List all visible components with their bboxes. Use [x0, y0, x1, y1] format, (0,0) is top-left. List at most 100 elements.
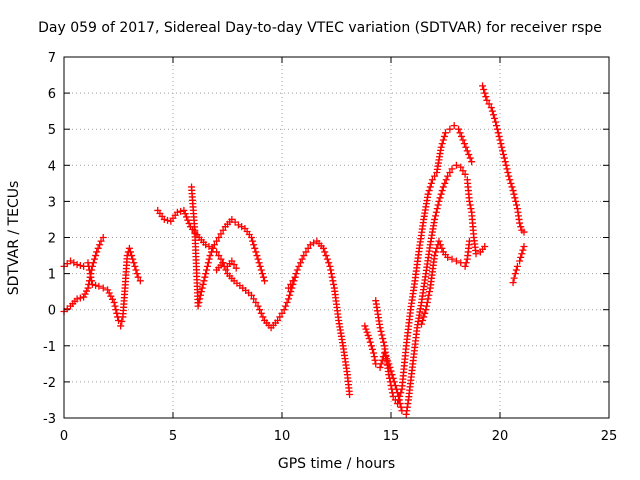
- y-tick-label: -1: [43, 340, 56, 355]
- data-point: [283, 298, 291, 306]
- data-point: [205, 255, 213, 263]
- data-point: [385, 371, 393, 379]
- data-point: [196, 295, 204, 303]
- data-point: [481, 89, 489, 97]
- y-tick-label: 5: [48, 123, 56, 138]
- data-point: [160, 215, 168, 223]
- data-point: [113, 309, 121, 317]
- data-point: [228, 257, 236, 265]
- data-point: [88, 262, 96, 270]
- data-point: [84, 284, 92, 292]
- data-point: [204, 259, 212, 267]
- data-point: [462, 143, 470, 151]
- data-point: [215, 252, 223, 260]
- data-point: [95, 282, 103, 290]
- data-point: [232, 264, 240, 272]
- data-point: [499, 147, 507, 155]
- data-point: [219, 259, 227, 267]
- data-point: [442, 176, 450, 184]
- data-point: [511, 270, 519, 278]
- data-point: [197, 291, 205, 299]
- data-point: [423, 298, 431, 306]
- data-point: [456, 129, 464, 137]
- series-sat-c: [154, 206, 354, 399]
- data-point: [129, 255, 137, 263]
- data-point: [489, 111, 497, 119]
- data-point: [435, 197, 443, 205]
- data-point: [184, 216, 192, 224]
- data-point: [297, 259, 305, 267]
- grid-lines: [64, 57, 609, 418]
- data-point: [494, 129, 502, 137]
- data-point: [446, 125, 454, 133]
- data-point: [379, 335, 387, 343]
- data-point: [282, 302, 290, 310]
- data-point: [302, 248, 310, 256]
- data-point: [424, 295, 432, 303]
- data-point: [199, 280, 207, 288]
- data-point: [421, 309, 429, 317]
- data-point: [249, 237, 257, 245]
- data-point: [508, 183, 516, 191]
- series-sat-f: [285, 273, 299, 292]
- data-point: [254, 302, 262, 310]
- data-point: [323, 255, 331, 263]
- data-point: [257, 309, 265, 317]
- data-point: [210, 241, 218, 249]
- data-point: [257, 266, 265, 274]
- data-point: [465, 150, 473, 158]
- data-point: [493, 125, 501, 133]
- data-point: [436, 194, 444, 202]
- data-point: [435, 237, 443, 245]
- data-point: [85, 280, 93, 288]
- data-point: [81, 290, 89, 298]
- data-points: [60, 82, 528, 418]
- data-point: [388, 389, 396, 397]
- series-sat-k: [509, 243, 528, 287]
- data-point: [276, 313, 284, 321]
- data-point: [256, 262, 264, 270]
- data-point: [510, 274, 518, 282]
- data-point: [425, 187, 433, 195]
- data-point: [133, 270, 141, 278]
- data-point: [368, 345, 376, 353]
- data-point: [215, 234, 223, 241]
- series-sat-g: [361, 161, 489, 418]
- data-point: [130, 259, 138, 267]
- data-point: [109, 295, 117, 303]
- data-point: [516, 219, 524, 227]
- data-point: [441, 179, 449, 187]
- data-point: [517, 223, 525, 231]
- series-sat-d: [188, 183, 269, 310]
- data-point: [201, 273, 209, 281]
- data-point: [380, 338, 388, 346]
- x-tick-label: 0: [60, 429, 68, 444]
- data-point: [437, 190, 445, 198]
- y-tick-label: 1: [48, 268, 56, 283]
- series-sat-a: [60, 244, 144, 330]
- y-tick-label: 2: [48, 232, 56, 247]
- data-point: [396, 392, 404, 400]
- data-point: [88, 266, 96, 274]
- plot-frame: [63, 56, 610, 419]
- data-point: [466, 201, 474, 209]
- data-point: [485, 100, 493, 108]
- data-point: [208, 248, 216, 256]
- data-point: [298, 255, 306, 263]
- data-point: [444, 172, 452, 180]
- y-tick-label: 6: [48, 87, 56, 102]
- data-point: [194, 302, 202, 310]
- data-point: [256, 306, 264, 314]
- x-tick-label: 5: [169, 429, 177, 444]
- data-point: [76, 261, 84, 269]
- data-point: [291, 273, 299, 281]
- data-point: [395, 396, 403, 404]
- data-point: [252, 248, 260, 256]
- data-point: [492, 118, 500, 126]
- data-point: [378, 331, 386, 339]
- data-point: [329, 277, 337, 285]
- data-point: [461, 170, 469, 178]
- data-point: [487, 104, 495, 112]
- data-point: [300, 252, 308, 260]
- data-point: [370, 349, 378, 357]
